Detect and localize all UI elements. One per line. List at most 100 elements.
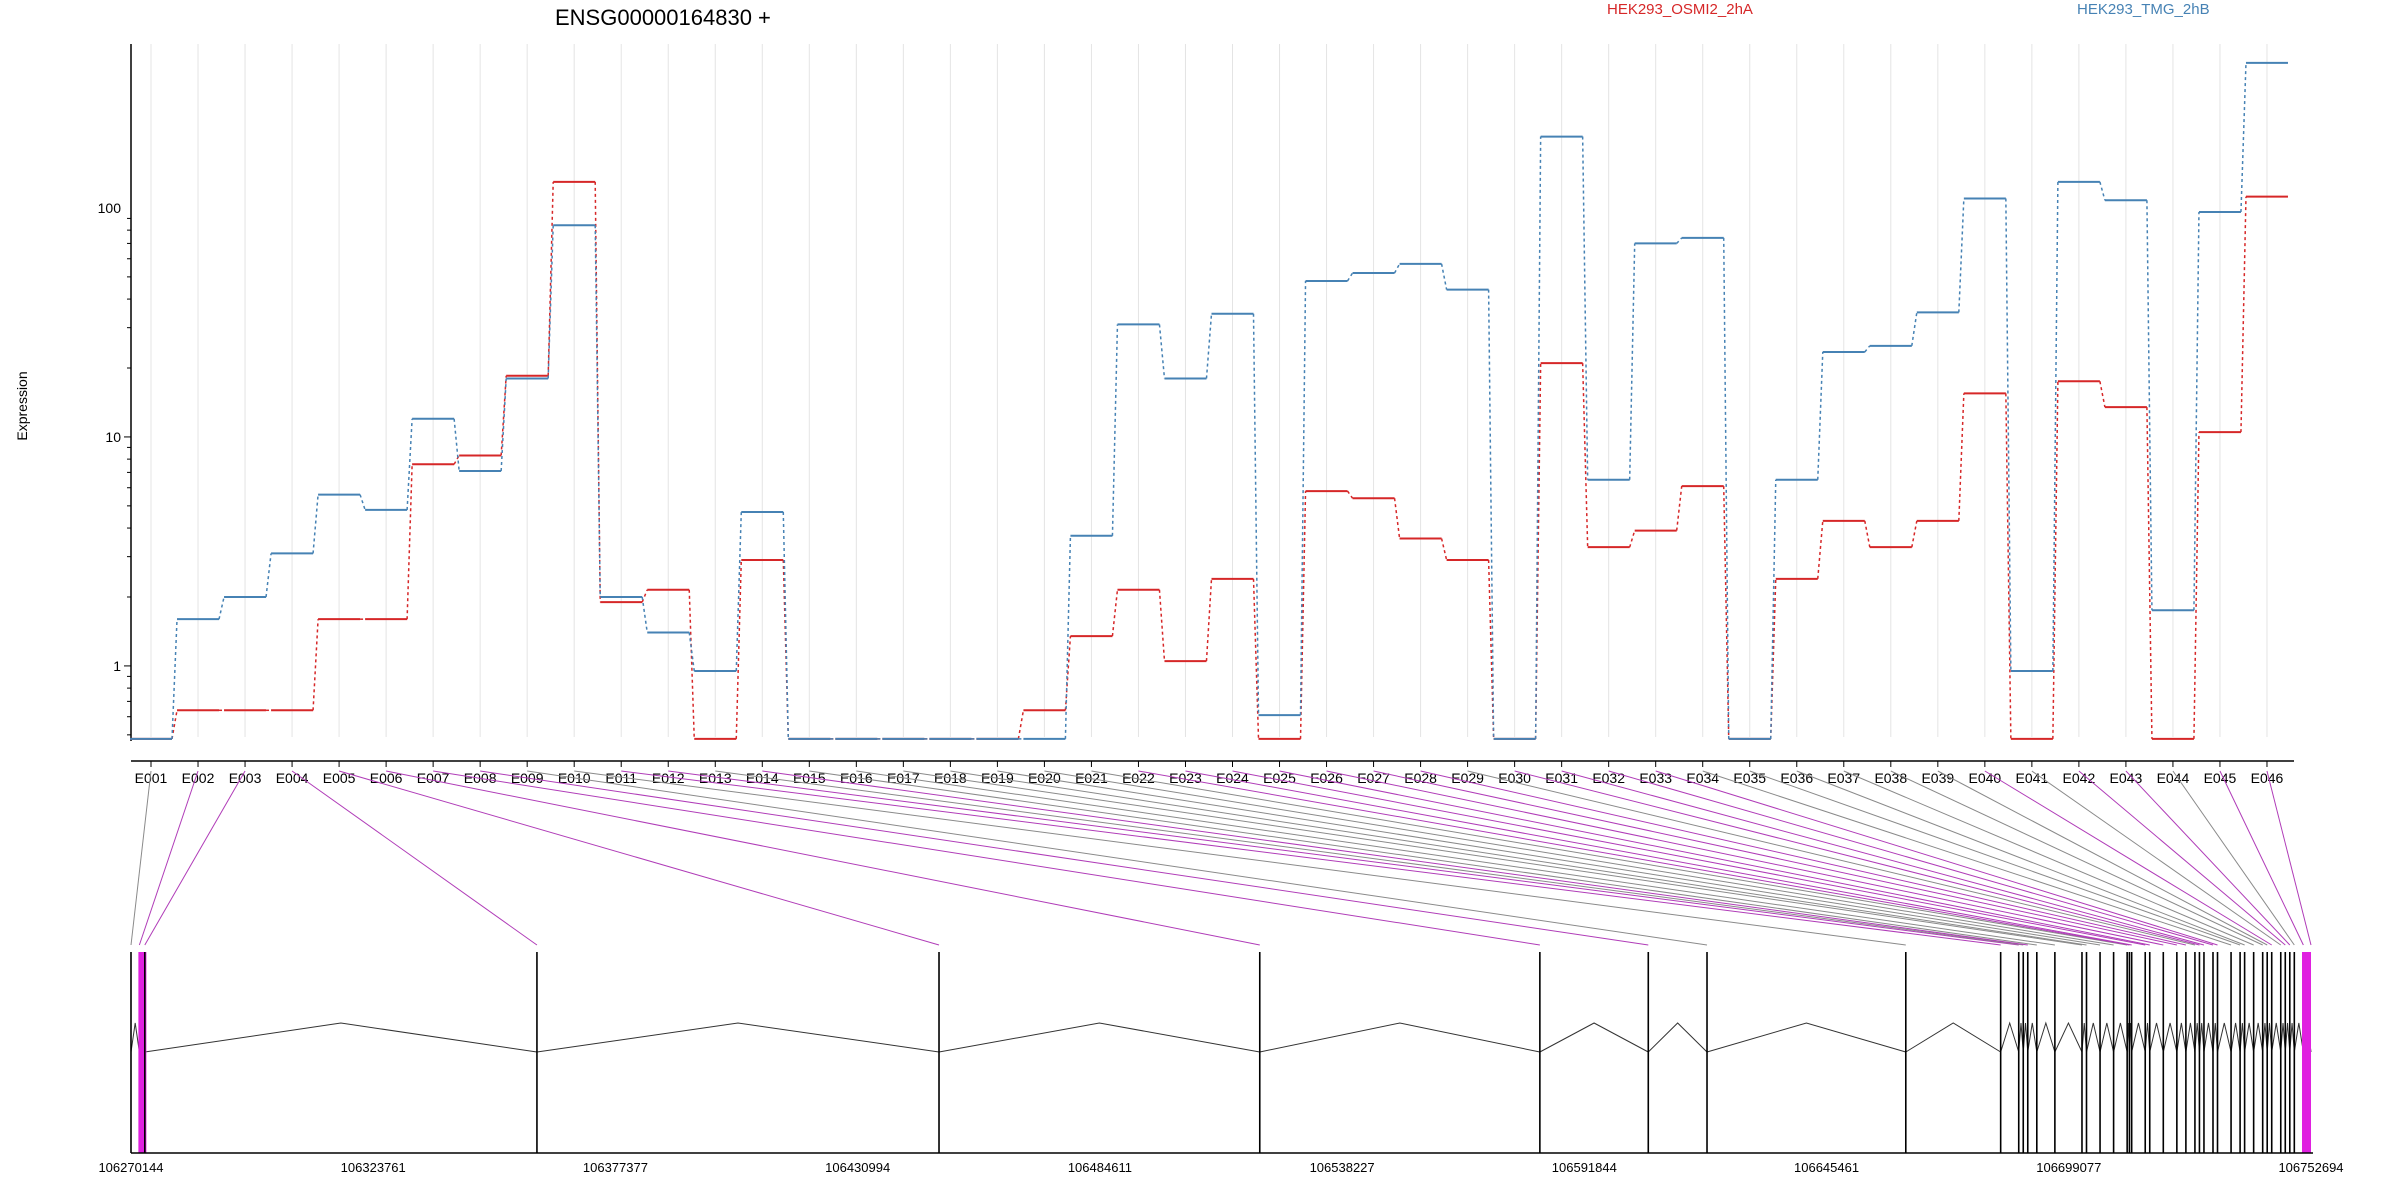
exon-label: E028 [1404, 770, 1437, 786]
series-1-connector [265, 553, 272, 598]
connector-E022 [1138, 770, 2130, 946]
series-1-connector [1346, 272, 1354, 282]
exon-label: E044 [2157, 770, 2190, 786]
series-1-connector [1064, 535, 1072, 739]
series-1-connector [1158, 324, 1166, 379]
series-0 [130, 180, 2288, 740]
series-1-connector [547, 225, 554, 379]
intron [2027, 1022, 2038, 1053]
connector-E036 [1796, 770, 2245, 946]
genomic-tick-label: 106645461 [1794, 1160, 1859, 1175]
series-1-connector [1581, 136, 1589, 480]
series-0-connector [641, 589, 648, 603]
connector-E039 [1937, 770, 2268, 946]
series-1-connector [453, 418, 460, 472]
series-1-connector [1817, 351, 1824, 480]
chart-title: ENSG00000164830 + [555, 5, 771, 30]
series-1-connector [2146, 200, 2153, 611]
connector-E030 [1514, 770, 2200, 946]
series-0-connector [1064, 636, 1072, 711]
genomic-tick-label: 106591844 [1552, 1160, 1617, 1175]
connector-E025 [1279, 770, 2150, 946]
series-1 [130, 61, 2288, 740]
connector-E020 [1044, 770, 2114, 946]
series-1-connector [1299, 280, 1307, 716]
series-0-connector [1958, 393, 1965, 521]
exon-label: E031 [1545, 770, 1578, 786]
intron [2036, 1021, 2056, 1053]
connector-E042 [2078, 770, 2286, 946]
connector-E008 [480, 770, 1649, 946]
intron [1905, 1022, 2001, 1053]
intron [2253, 1022, 2264, 1053]
series-0-connector [1628, 530, 1636, 548]
series-0-connector [1346, 490, 1354, 499]
connector-E028 [1420, 770, 2186, 946]
intron [1539, 1022, 1649, 1053]
exon-label: E033 [1639, 770, 1672, 786]
series-0-connector [2240, 196, 2247, 433]
connector-E007 [433, 770, 1540, 946]
series-0-connector [547, 181, 554, 376]
intron [2113, 1022, 2128, 1053]
intron [2217, 1022, 2232, 1053]
intron [2176, 1022, 2187, 1053]
exon-block [138, 952, 147, 1153]
connector-E001 [130, 770, 152, 946]
series-0-connector [1017, 710, 1025, 740]
series-1-connector [1440, 263, 1448, 290]
series-1-connector [1911, 312, 1918, 346]
series-1-connector [1769, 479, 1777, 739]
intron [2099, 1022, 2115, 1053]
intron [2185, 1022, 2196, 1053]
intron [2149, 1022, 2164, 1053]
connector-E003 [144, 770, 246, 946]
connector-E035 [1749, 770, 2241, 946]
series-0-connector [312, 619, 319, 711]
exon-label: E034 [1686, 770, 1719, 786]
series-1-connector [735, 511, 743, 672]
series-0-connector [1205, 578, 1213, 662]
connector-E005 [338, 770, 940, 946]
genomic-tick-label: 106699077 [2036, 1160, 2101, 1175]
connector-E018 [950, 770, 2087, 946]
exon-label: E005 [323, 770, 356, 786]
series-0-connector [1158, 589, 1166, 662]
series-1-connector [1676, 237, 1683, 244]
legend-entry-osmi2: HEK293_OSMI2_2hA [1607, 1, 1753, 18]
exon-label: E046 [2251, 770, 2284, 786]
connector-E033 [1655, 770, 2218, 946]
genomic-tick-label: 106430994 [825, 1160, 890, 1175]
intron [2000, 1021, 2020, 1053]
legend-entry-tmg: HEK293_TMG_2hB [2077, 1, 2210, 18]
intron [536, 1022, 940, 1053]
series-1-connector [2099, 181, 2106, 201]
connector-E010 [574, 770, 1906, 946]
series-0-connector [1675, 486, 1683, 531]
exon-label: E001 [135, 770, 168, 786]
exon-label: E002 [182, 770, 215, 786]
series-lines [130, 61, 2288, 740]
genomic-tick-label: 106323761 [341, 1160, 406, 1175]
y-axis-label: Expression [14, 371, 30, 440]
connector-E013 [715, 770, 2024, 946]
series-0-connector [2099, 381, 2106, 408]
connector-E027 [1373, 770, 2177, 946]
series-0-connector [1817, 520, 1824, 579]
exon-label: E021 [1075, 770, 1108, 786]
series-1-connector [1628, 243, 1636, 480]
connector-E009 [527, 770, 1708, 946]
genomic-tick-label: 106377377 [583, 1160, 648, 1175]
connector-E026 [1326, 770, 2164, 946]
intron [2271, 1022, 2282, 1053]
series-1-connector [312, 494, 319, 554]
exon-label: E004 [276, 770, 309, 786]
series-0-connector [1864, 520, 1871, 548]
series-0-connector [1111, 589, 1119, 637]
exon-label: E045 [2204, 770, 2237, 786]
exon-label: E006 [370, 770, 403, 786]
intron [2162, 1022, 2178, 1053]
gridlines [150, 44, 2268, 737]
exon-label: E037 [1827, 770, 1860, 786]
